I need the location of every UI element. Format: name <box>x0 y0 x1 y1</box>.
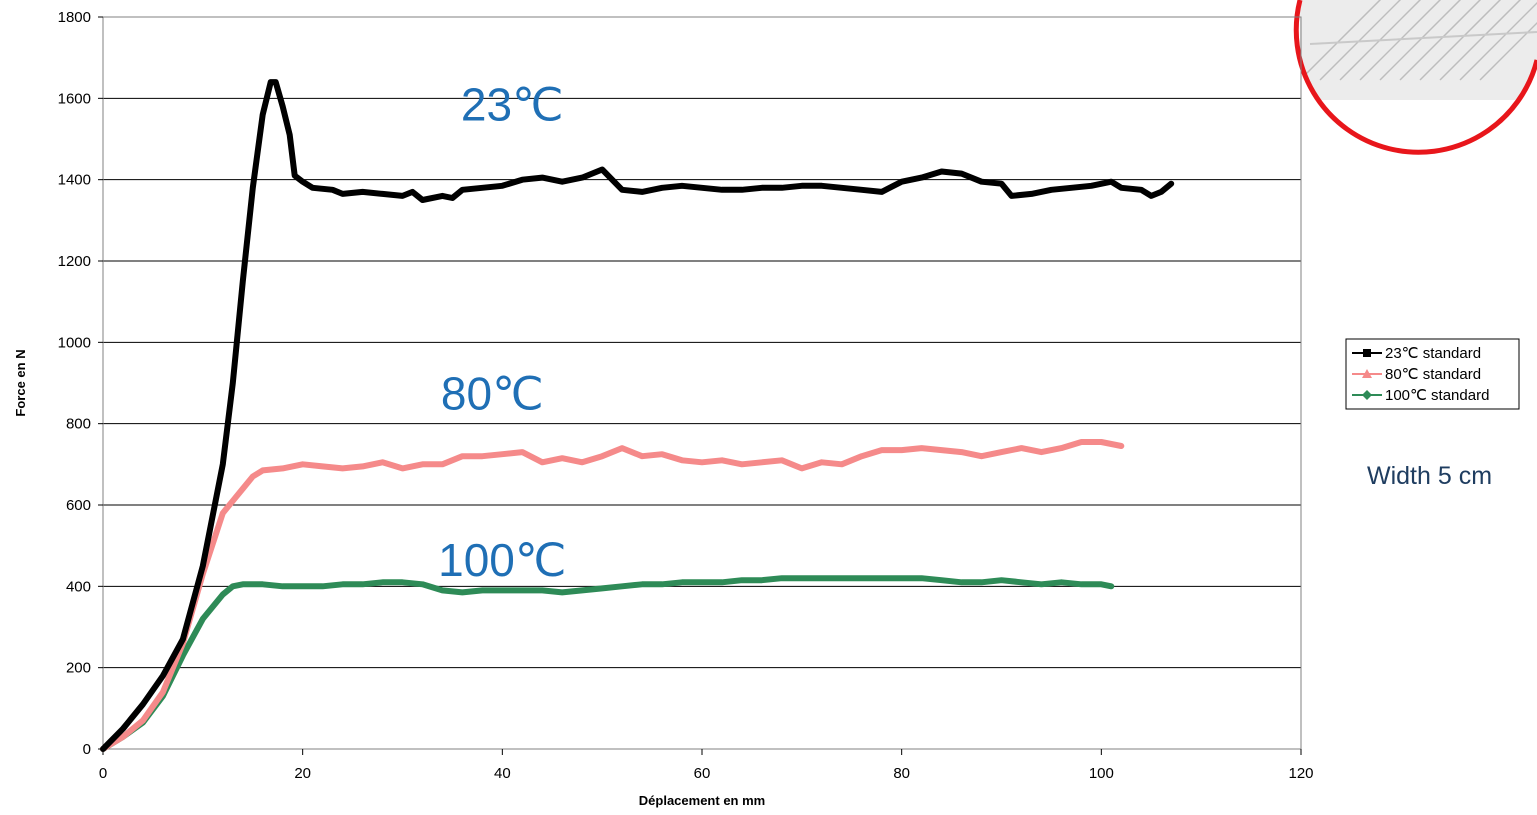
inset-circle-outline <box>1293 0 1537 155</box>
annotation-label: 23℃ <box>461 79 564 131</box>
y-tick-label: 0 <box>83 741 91 758</box>
plot-area <box>102 16 1302 750</box>
legend: 23℃ standard 80℃ standard 100℃ standard <box>1345 338 1520 410</box>
series-line-0 <box>100 79 1175 752</box>
series-line-1 <box>100 439 1125 752</box>
y-tick-label: 1800 <box>58 9 91 26</box>
legend-item: 100℃ standard <box>1352 387 1489 404</box>
y-tick-label: 1400 <box>58 172 91 189</box>
x-tick-label: 20 <box>294 765 311 782</box>
annotations: 23℃ 80℃ 100℃ <box>438 79 566 586</box>
legend-marker <box>1362 390 1372 400</box>
y-tick-label: 600 <box>66 497 91 514</box>
legend-label: 23℃ standard <box>1385 345 1481 362</box>
legend-marker <box>1363 349 1371 357</box>
series-lines <box>100 79 1175 752</box>
x-axis-title: Déplacement en mm <box>639 793 765 808</box>
x-tick-label: 80 <box>893 765 910 782</box>
x-tick-label: 120 <box>1288 765 1313 782</box>
y-axis: 0 200 400 600 800 1000 1200 1400 1600 1800 <box>58 9 103 758</box>
x-tick-label: 0 <box>99 765 107 782</box>
y-tick-label: 1600 <box>58 90 91 107</box>
x-tick-label: 40 <box>494 765 511 782</box>
annotation-label: 80℃ <box>441 367 544 419</box>
y-axis-title: Force en N <box>13 349 28 416</box>
series-line-2 <box>100 575 1115 752</box>
y-tick-label: 800 <box>66 416 91 433</box>
width-note: Width 5 cm <box>1367 462 1492 490</box>
legend-label: 100℃ standard <box>1385 387 1489 404</box>
x-axis: 0 20 40 60 80 100 120 <box>99 749 1314 782</box>
y-tick-label: 400 <box>66 578 91 595</box>
x-tick-label: 60 <box>694 765 711 782</box>
y-tick-label: 200 <box>66 660 91 677</box>
legend-item: 80℃ standard <box>1352 366 1481 383</box>
y-tick-label: 1000 <box>58 334 91 351</box>
x-tick-label: 100 <box>1089 765 1114 782</box>
legend-label: 80℃ standard <box>1385 366 1481 383</box>
annotation-label: 100℃ <box>438 534 566 586</box>
y-tick-label: 1200 <box>58 253 91 270</box>
legend-item: 23℃ standard <box>1352 345 1481 362</box>
inset-image <box>1293 0 1537 155</box>
legend-marker <box>1362 369 1372 378</box>
